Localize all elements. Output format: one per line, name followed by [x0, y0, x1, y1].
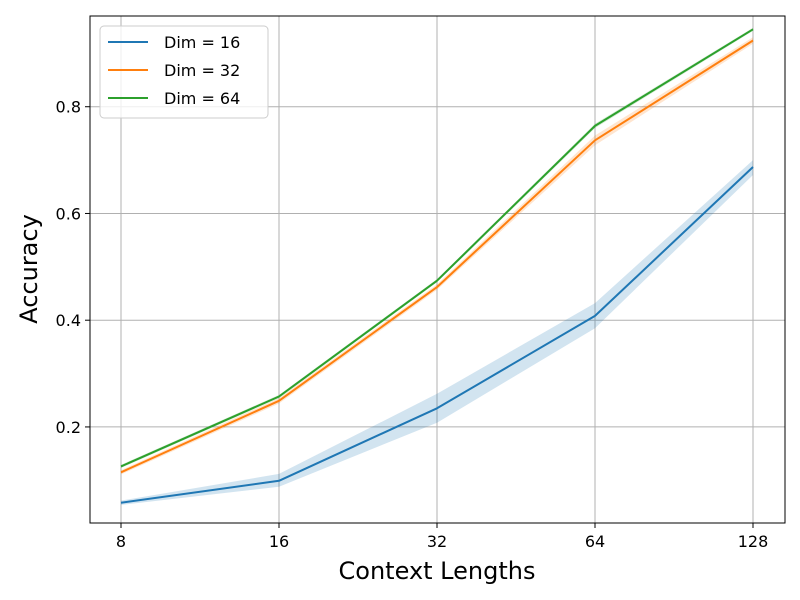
legend-label: Dim = 32: [164, 61, 240, 80]
legend-label: Dim = 16: [164, 33, 240, 52]
y-tick-label: 0.6: [56, 204, 81, 223]
y-tick-label: 0.8: [56, 98, 81, 117]
x-tick-label: 8: [116, 532, 126, 551]
series-line-1: [120, 166, 754, 504]
series-line-2: [120, 39, 754, 474]
y-tick-label: 0.4: [56, 311, 81, 330]
x-tick-label: 16: [269, 532, 289, 551]
y-axis-label: Accuracy: [15, 214, 43, 324]
grid-lines: [90, 16, 785, 523]
x-tick-label: 32: [427, 532, 447, 551]
series-line-3: [120, 28, 754, 468]
series-lines: [120, 28, 754, 504]
legend-label: Dim = 64: [164, 89, 240, 108]
legend-box: [99, 25, 269, 119]
y-axis-ticks: 0.2 0.4 0.6 0.8: [56, 98, 90, 437]
x-tick-label: 128: [738, 532, 769, 551]
y-tick-label: 0.2: [56, 418, 81, 437]
x-tick-label: 64: [585, 532, 605, 551]
x-axis-ticks: 8 16 32 64 128: [116, 523, 768, 551]
legend: Dim = 16 Dim = 32 Dim = 64: [99, 25, 269, 119]
x-axis-label: Context Lengths: [339, 557, 536, 585]
